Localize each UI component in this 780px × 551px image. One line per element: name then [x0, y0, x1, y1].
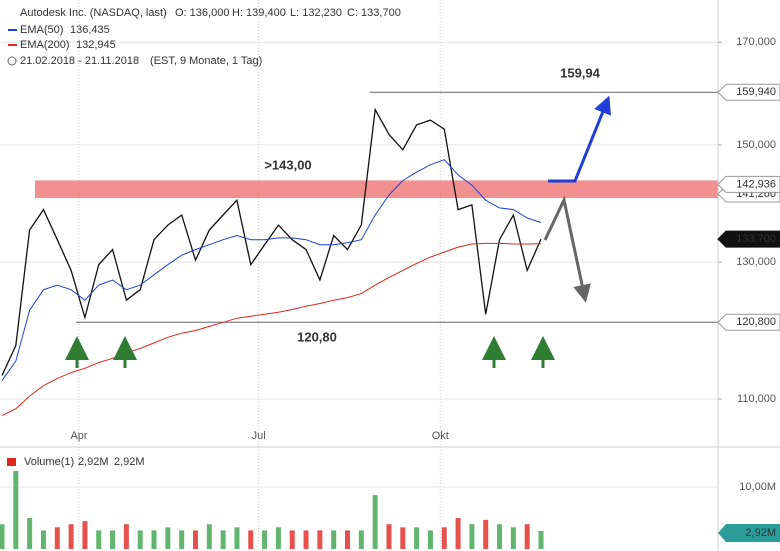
period: 21.02.2018 - 21.11.2018	[20, 55, 139, 67]
volume-bar	[483, 519, 489, 549]
arrow-bear	[543, 195, 591, 303]
volume-bar	[372, 495, 378, 549]
volume-bar	[275, 527, 281, 549]
ema-line	[1, 242, 542, 417]
ohlc-value: O: 136,000	[175, 7, 229, 19]
volume-bar	[441, 527, 447, 549]
volume-bar	[234, 527, 240, 549]
volume-bar	[40, 530, 46, 549]
volume-bar	[331, 530, 337, 549]
price-label-box	[717, 83, 780, 101]
volume-bar	[289, 530, 295, 549]
arrow-bull	[548, 95, 611, 183]
ohlc-value: H: 139,400	[232, 7, 286, 19]
volume-bar	[497, 524, 503, 549]
legend-value: 136,435	[70, 24, 110, 36]
volume-bar	[510, 527, 516, 549]
volume-bar	[220, 530, 226, 549]
y-tick-label: 150,000	[736, 139, 776, 151]
volume-bar	[345, 530, 351, 549]
volume-bar	[13, 470, 19, 549]
clock-icon	[7, 56, 17, 66]
volume-bar	[317, 530, 323, 549]
volume-label-box	[718, 524, 780, 542]
price-label: 142,936	[736, 178, 776, 190]
volume-bar	[262, 530, 268, 549]
price-line	[1, 107, 542, 376]
volume-value: 2,92M	[78, 456, 109, 468]
volume-bar	[68, 524, 74, 549]
resistance-zone	[35, 180, 718, 199]
x-tick-label: Apr	[70, 430, 87, 442]
price-label-box	[717, 175, 780, 193]
volume-bar	[524, 524, 530, 549]
ema-line	[1, 159, 542, 381]
volume-bar	[386, 524, 392, 549]
price-label: 159,940	[736, 86, 776, 98]
volume-bar	[400, 527, 406, 549]
y-tick-label: 10,00M	[739, 481, 776, 493]
volume-bar	[110, 530, 116, 549]
legend-value: 132,945	[76, 39, 116, 51]
legend-entry: EMA(50)	[20, 24, 63, 36]
legend-entry: EMA(200)	[20, 39, 70, 51]
arrows	[65, 95, 611, 368]
volume-title: Volume(1)	[24, 456, 74, 468]
price-label: 120,800	[736, 316, 776, 328]
volume-bar	[414, 527, 420, 549]
volume-bar	[455, 518, 461, 549]
volume-bar	[192, 530, 198, 549]
volume-bar	[469, 524, 475, 549]
volume-bar	[151, 530, 157, 549]
price-label: 133,700	[736, 233, 776, 245]
legend-swatch	[8, 44, 17, 46]
volume-icon	[7, 458, 16, 466]
ohlc-value: C: 133,700	[347, 7, 401, 19]
volume-bar	[0, 524, 5, 549]
y-tick-label: 110,000	[737, 393, 776, 405]
volume-bar	[358, 530, 364, 549]
x-tick-label: Okt	[432, 430, 449, 442]
y-tick-label: 130,000	[736, 256, 776, 268]
annotation: >143,00	[264, 157, 311, 172]
volume-bar	[54, 527, 60, 549]
volume-bar	[206, 524, 212, 549]
volume-bar	[248, 530, 254, 549]
y-tick-label: 170,000	[736, 36, 776, 48]
x-tick-label: Jul	[252, 430, 266, 442]
volume-bar	[96, 530, 102, 549]
period-note: (EST, 9 Monate, 1 Tag)	[150, 55, 262, 67]
volume-bar	[179, 530, 185, 549]
header-title: Autodesk Inc. (NASDAQ, last)	[20, 7, 167, 19]
annotation: 120,80	[297, 329, 337, 344]
annotation: 159,94	[560, 65, 601, 80]
volume-axis-label: 2,92M	[745, 527, 776, 539]
price-label-box	[717, 313, 780, 331]
price-label-box	[717, 230, 780, 248]
volume-bar	[123, 524, 129, 549]
volume-value: 2,92M	[114, 456, 145, 468]
volume-bar	[303, 530, 309, 549]
volume-bar	[427, 530, 433, 549]
volume-bar	[82, 521, 88, 549]
volume-bar	[137, 530, 143, 549]
ohlc-value: L: 132,230	[290, 7, 342, 19]
volume-bar	[165, 527, 171, 549]
volume-bar	[538, 530, 544, 549]
legend-swatch	[8, 29, 17, 31]
volume-bar	[27, 518, 33, 549]
